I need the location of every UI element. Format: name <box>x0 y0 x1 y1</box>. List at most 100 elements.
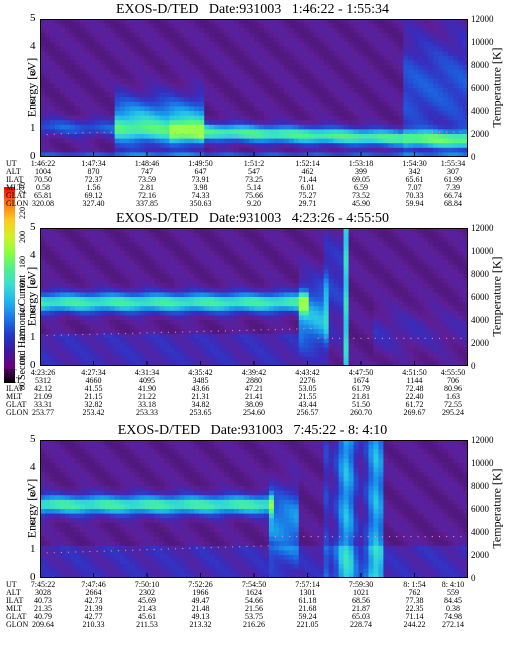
heatmap-cell <box>199 134 205 140</box>
heatmap-cell <box>463 55 468 61</box>
heatmap-cell <box>40 152 46 157</box>
heatmap-cell <box>109 55 116 61</box>
heatmap-cell <box>124 251 131 257</box>
heatmap-cell <box>353 278 360 284</box>
heatmap-cell <box>283 361 290 366</box>
heatmap-cell <box>129 55 136 61</box>
heatmap-cell <box>204 338 210 344</box>
heatmap-cell <box>89 297 96 303</box>
heatmap-cell <box>263 111 270 117</box>
heatmap-cell <box>388 19 394 25</box>
heatmap-cell <box>209 347 215 353</box>
heatmap-cell <box>353 260 360 266</box>
heatmap-cell <box>373 143 380 149</box>
heatmap-cell <box>353 333 360 339</box>
heatmap-cell <box>79 120 86 126</box>
heatmap-cell <box>418 115 424 121</box>
heatmap-cell <box>49 255 56 261</box>
heatmap-cell <box>84 147 91 153</box>
heatmap-cell <box>214 60 220 66</box>
heatmap-cell <box>144 228 151 234</box>
heatmap-cell <box>219 65 225 71</box>
heatmap-cell <box>318 51 325 57</box>
heatmap-cell <box>239 88 245 94</box>
heatmap-cell <box>109 51 116 57</box>
heatmap-cell <box>333 19 340 25</box>
heatmap-cell <box>273 92 280 98</box>
heatmap-cell <box>79 301 86 307</box>
heatmap-cell <box>199 152 205 157</box>
heatmap-cell <box>338 246 345 252</box>
heatmap-cell <box>209 83 215 89</box>
heatmap-cell <box>59 338 66 344</box>
heatmap-cell <box>169 333 175 339</box>
heatmap-cell <box>40 255 46 261</box>
heatmap-cell <box>40 338 46 344</box>
heatmap-cell <box>119 42 126 48</box>
heatmap-cell <box>214 352 220 358</box>
heatmap-cell <box>408 51 414 57</box>
heatmap-cell <box>194 120 200 126</box>
heatmap-cell <box>44 324 51 330</box>
heatmap-cell <box>49 241 56 247</box>
heatmap-cell <box>194 74 200 80</box>
heatmap-cell <box>293 28 300 34</box>
heatmap-cell <box>59 264 66 270</box>
heatmap-cell <box>318 278 325 284</box>
heatmap-cell <box>199 101 205 107</box>
heatmap-cell <box>40 147 46 153</box>
heatmap-cell <box>458 23 464 29</box>
heatmap-cell <box>388 88 394 94</box>
heatmap-cell <box>199 324 205 330</box>
heatmap-cell <box>179 287 185 293</box>
heatmap-cell <box>94 246 101 252</box>
heatmap-cell <box>169 274 175 280</box>
heatmap-cell <box>318 329 325 335</box>
heatmap-cell <box>194 111 200 117</box>
heatmap-cell <box>54 134 61 140</box>
heatmap-cell <box>448 143 454 149</box>
heatmap-cell <box>104 310 111 316</box>
heatmap-cell <box>109 46 116 52</box>
heatmap-cell <box>328 333 335 339</box>
heatmap-cell <box>229 287 235 293</box>
heatmap-cell <box>119 264 126 270</box>
heatmap-cell <box>318 228 325 234</box>
heatmap-cell <box>104 274 111 280</box>
heatmap-cell <box>318 255 325 261</box>
heatmap-cell <box>288 297 295 303</box>
heatmap-cell <box>353 241 360 247</box>
heatmap-cell <box>119 301 126 307</box>
heatmap-cell <box>254 88 260 94</box>
heatmap-cell <box>234 106 240 112</box>
heatmap-cell <box>244 306 250 312</box>
heatmap-cell <box>428 19 434 25</box>
heatmap-cell <box>169 361 175 366</box>
heatmap-cell <box>388 352 394 358</box>
heatmap-cell <box>448 42 454 48</box>
heatmap-cell <box>159 28 166 34</box>
heatmap-cell <box>288 274 295 280</box>
heatmap-cell <box>448 83 454 89</box>
heatmap-cell <box>368 124 375 130</box>
heatmap-cell <box>393 124 399 130</box>
heatmap-cell <box>338 143 345 149</box>
heatmap-cell <box>154 329 161 335</box>
heatmap-cell <box>184 152 190 157</box>
heatmap-cell <box>403 283 409 289</box>
heatmap-cell <box>303 55 310 61</box>
heatmap-cell <box>428 97 434 103</box>
heatmap-cell <box>453 152 459 157</box>
heatmap-cell <box>413 111 419 117</box>
heatmap-cell <box>458 42 464 48</box>
heatmap-cell <box>229 347 235 353</box>
heatmap-cell <box>124 111 131 117</box>
heatmap-cell <box>124 278 131 284</box>
heatmap-cell <box>348 329 355 335</box>
heatmap-cell <box>169 143 175 149</box>
heatmap-cell <box>139 310 146 316</box>
heatmap-cell <box>149 310 156 316</box>
heatmap-cell <box>49 60 56 66</box>
heatmap-cell <box>258 306 265 312</box>
heatmap-cell <box>189 306 195 312</box>
